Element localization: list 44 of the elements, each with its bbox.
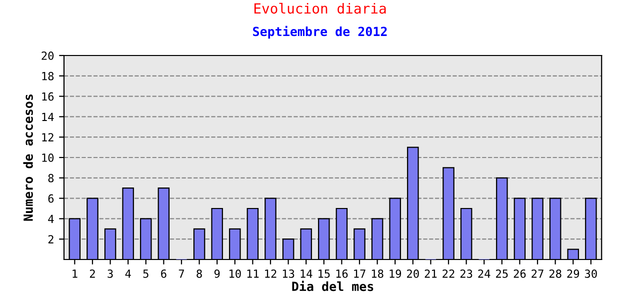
x-tick-label: 6 <box>161 269 166 278</box>
y-tick-label: 20 <box>42 52 54 60</box>
x-tick-label: 14 <box>300 270 312 278</box>
x-tick-label: 13 <box>282 269 294 278</box>
x-tick-label: 10 <box>230 269 241 278</box>
x-tick-label: 27 <box>532 269 544 278</box>
x-tick-label: 9 <box>214 269 220 278</box>
x-tick-label: 11 <box>247 270 259 278</box>
x-tick-label: 12 <box>265 269 276 278</box>
chart-title: Evolucion diaria <box>254 2 386 14</box>
x-tick-label: 19 <box>390 269 402 278</box>
x-tick-label: 5 <box>143 270 148 278</box>
y-axis-title: Numero de accesos <box>23 94 33 221</box>
x-tick-label: 8 <box>196 269 202 278</box>
x-tick-label: 28 <box>549 269 562 278</box>
x-tick-label: 30 <box>584 269 597 278</box>
x-tick-label: 26 <box>514 269 526 278</box>
x-tick-label: 7 <box>178 270 184 278</box>
x-tick-label: 21 <box>424 269 437 278</box>
y-tick-label: 12 <box>42 133 54 142</box>
x-tick-label: 16 <box>336 269 348 278</box>
y-tick-label: 10 <box>42 154 54 162</box>
y-tick-label: 4 <box>48 214 54 223</box>
x-tick-label: 22 <box>442 269 454 278</box>
x-tick-label: 23 <box>460 269 472 278</box>
x-axis-title: Dia del mes <box>292 280 374 292</box>
y-tick-label: 2 <box>48 235 54 244</box>
y-tick-label: 16 <box>42 92 54 101</box>
x-tick-label: 3 <box>108 269 113 278</box>
chart-subtitle: Septiembre de 2012 <box>253 26 387 39</box>
x-tick-label: 17 <box>354 270 366 278</box>
x-tick-label: 18 <box>372 269 384 278</box>
x-tick-label: 2 <box>90 269 95 278</box>
x-tick-label: 20 <box>407 269 419 278</box>
y-tick-label: 8 <box>48 174 54 182</box>
x-tick-label: 4 <box>125 270 131 278</box>
x-tick-label: 15 <box>318 270 330 278</box>
x-tick-label: 29 <box>567 269 580 278</box>
x-tick-label: 25 <box>496 269 508 278</box>
y-tick-label: 6 <box>48 194 54 203</box>
x-tick-label: 1 <box>72 270 78 278</box>
y-tick-label: 14 <box>42 112 54 121</box>
y-tick-label: 18 <box>42 72 54 80</box>
x-tick-label: 24 <box>478 269 490 278</box>
